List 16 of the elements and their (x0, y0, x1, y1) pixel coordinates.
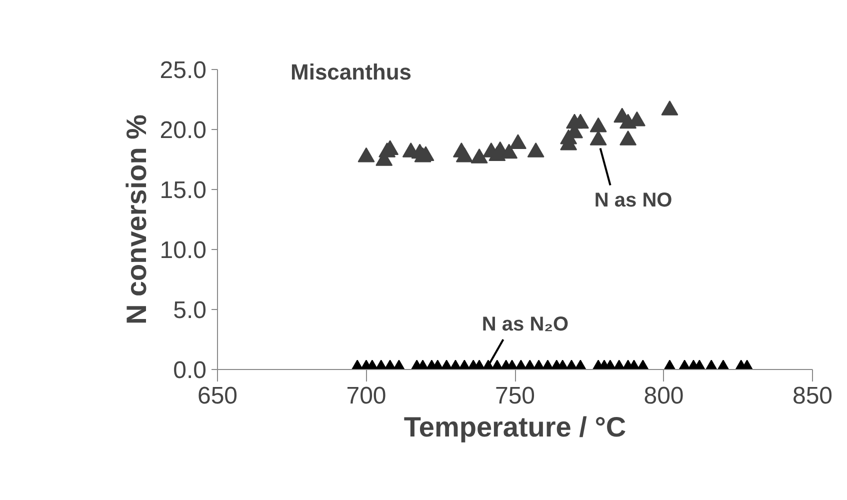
x-axis-title: Temperature / °C (404, 412, 626, 442)
y-tick-label: 10.0 (160, 237, 207, 264)
x-tick-label: 650 (197, 382, 238, 410)
y-tick-label: 15.0 (160, 177, 207, 204)
annotation: N as N₂O (482, 314, 569, 336)
x-tick-label: 850 (792, 382, 833, 410)
y-tick-label: 0.0 (173, 357, 207, 384)
y-tick-label: 20.0 (160, 117, 207, 144)
chart-title: Miscanthus (290, 60, 412, 84)
x-tick-label: 700 (346, 382, 386, 410)
y-axis-title: N conversion % (120, 114, 152, 325)
annotation: N as NO (594, 189, 672, 212)
x-tick-label: 750 (494, 382, 536, 410)
y-tick-label: 5.0 (173, 297, 207, 324)
y-tick-label: 25.0 (160, 57, 207, 84)
x-tick-label: 800 (644, 382, 684, 410)
